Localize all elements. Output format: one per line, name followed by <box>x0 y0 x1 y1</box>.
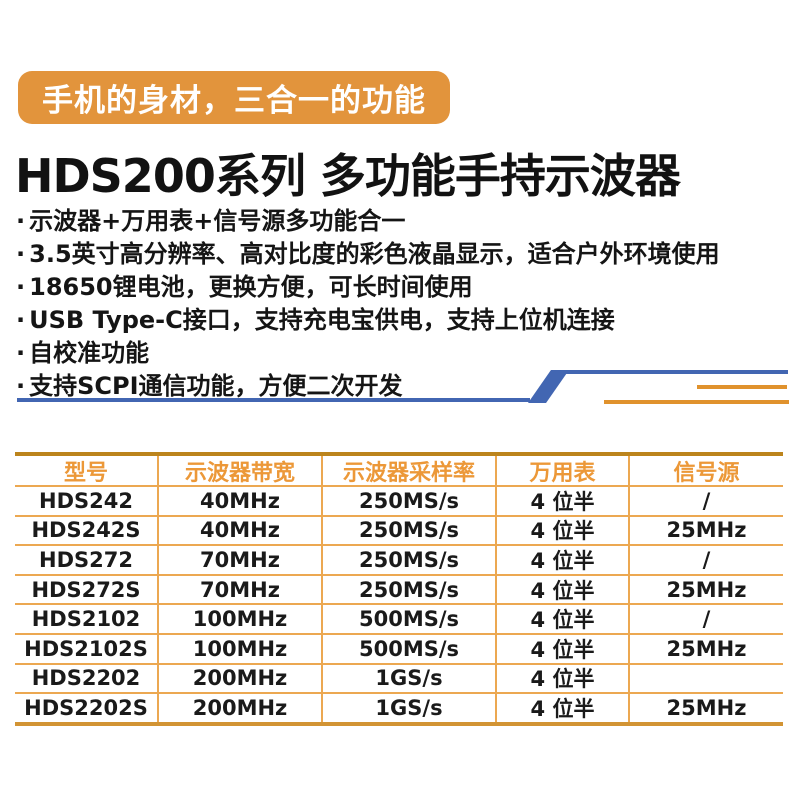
table-cell-bandwidth: 200MHz <box>159 694 323 722</box>
table-cell-sample-rate: 1GS/s <box>323 664 497 693</box>
feature-item: · 支持SCPI通信功能，方便二次开发 <box>16 370 720 403</box>
table-cell-multimeter: 4 位半 <box>497 634 630 663</box>
feature-item: · 示波器+万用表+信号源多功能合一 <box>16 205 720 238</box>
column-header-model: 型号 <box>15 456 159 485</box>
table-cell-signal-source: 25MHz <box>666 695 747 720</box>
table-cell-bandwidth: 200MHz <box>159 664 323 693</box>
table-cell-model: HDS2102S <box>15 634 159 663</box>
table-cell-model: HDS2102 <box>15 605 159 633</box>
feature-item: · 自校准功能 <box>16 337 720 370</box>
table-cell-model: HDS272 <box>15 546 159 574</box>
feature-text: 示波器+万用表+信号源多功能合一 <box>29 207 406 235</box>
table-cell-multimeter: 4 位半 <box>497 516 630 545</box>
bullet-icon: · <box>16 273 26 301</box>
table-cell-bandwidth: 40MHz <box>159 487 323 515</box>
table-row: HDS2102 100MHz 500MS/s 4 位半 / <box>15 603 783 633</box>
table-cell-bandwidth: 70MHz <box>159 546 323 574</box>
table-cell-multimeter: 4 位半 <box>497 694 630 722</box>
bullet-icon: · <box>16 207 26 235</box>
table-cell-sample-rate: 250MS/s <box>323 546 497 574</box>
table-cell-model: HDS242S <box>15 516 159 545</box>
spec-table: 型号 示波器带宽 示波器采样率 万用表 信号源 HDS242 40MHz 250… <box>15 452 783 726</box>
table-cell-signal-source: / <box>702 547 711 572</box>
table-cell-bandwidth: 100MHz <box>159 605 323 633</box>
table-cell-sample-rate: 500MS/s <box>323 605 497 633</box>
column-header-bandwidth: 示波器带宽 <box>159 456 323 485</box>
bullet-icon: · <box>16 372 26 400</box>
decor-blue-line-right <box>566 370 788 374</box>
feature-item: · 18650锂电池，更换方便，可长时间使用 <box>16 271 720 304</box>
column-header-multimeter: 万用表 <box>497 456 630 485</box>
feature-item: · USB Type-C接口，支持充电宝供电，支持上位机连接 <box>16 304 720 337</box>
table-header-row: 型号 示波器带宽 示波器采样率 万用表 信号源 <box>15 456 783 485</box>
table-cell-multimeter: 4 位半 <box>497 605 630 633</box>
table-cell-bandwidth: 70MHz <box>159 575 323 604</box>
table-row: HDS2202S 200MHz 1GS/s 4 位半 25MHz <box>15 692 783 722</box>
feature-text: USB Type-C接口，支持充电宝供电，支持上位机连接 <box>29 306 615 334</box>
table-cell-multimeter: 4 位半 <box>497 664 630 693</box>
bullet-icon: · <box>16 306 26 334</box>
bullet-icon: · <box>16 240 26 268</box>
table-cell-sample-rate: 250MS/s <box>323 516 497 545</box>
table-cell-signal-source: 25MHz <box>666 636 747 661</box>
page-title: HDS200系列 多功能手持示波器 <box>15 149 681 203</box>
tagline-text: 手机的身材，三合一的功能 <box>42 83 426 119</box>
table-cell-model: HDS272S <box>15 575 159 604</box>
feature-text: 自校准功能 <box>29 339 150 367</box>
table-cell-signal-source: 25MHz <box>666 518 747 543</box>
feature-text: 18650锂电池，更换方便，可长时间使用 <box>29 273 473 301</box>
table-cell-sample-rate: 1GS/s <box>323 694 497 722</box>
table-cell-multimeter: 4 位半 <box>497 487 630 515</box>
table-cell-signal-source <box>630 665 783 693</box>
table-cell-sample-rate: 250MS/s <box>323 487 497 515</box>
decor-blue-line-left <box>17 398 530 402</box>
decor-orange-line-bottom <box>604 400 789 404</box>
table-cell-model: HDS242 <box>15 487 159 515</box>
table-row: HDS2202 200MHz 1GS/s 4 位半 <box>15 662 783 693</box>
table-row: HDS242S 40MHz 250MS/s 4 位半 25MHz <box>15 514 783 545</box>
product-tagline-badge: 手机的身材，三合一的功能 <box>18 71 450 124</box>
table-cell-signal-source: / <box>702 607 711 632</box>
column-header-signal-source: 信号源 <box>673 460 740 486</box>
table-row: HDS272 70MHz 250MS/s 4 位半 / <box>15 544 783 574</box>
table-cell-signal-source: 25MHz <box>666 577 747 602</box>
table-cell-bandwidth: 40MHz <box>159 516 323 545</box>
column-header-sample-rate: 示波器采样率 <box>323 456 497 485</box>
decor-orange-line-top <box>697 385 787 389</box>
table-cell-model: HDS2202S <box>15 694 159 722</box>
feature-text: 3.5英寸高分辨率、高对比度的彩色液晶显示，适合户外环境使用 <box>29 240 720 268</box>
table-cell-sample-rate: 500MS/s <box>323 634 497 663</box>
table-cell-bandwidth: 100MHz <box>159 634 323 663</box>
table-cell-sample-rate: 250MS/s <box>323 575 497 604</box>
table-cell-multimeter: 4 位半 <box>497 546 630 574</box>
table-cell-multimeter: 4 位半 <box>497 575 630 604</box>
table-row: HDS272S 70MHz 250MS/s 4 位半 25MHz <box>15 573 783 604</box>
bullet-icon: · <box>16 339 26 367</box>
table-row: HDS2102S 100MHz 500MS/s 4 位半 25MHz <box>15 632 783 663</box>
feature-item: · 3.5英寸高分辨率、高对比度的彩色液晶显示，适合户外环境使用 <box>16 238 720 271</box>
table-cell-signal-source: / <box>702 488 711 513</box>
feature-list: · 示波器+万用表+信号源多功能合一 · 3.5英寸高分辨率、高对比度的彩色液晶显示… <box>16 205 720 403</box>
feature-text: 支持SCPI通信功能，方便二次开发 <box>29 372 403 400</box>
table-row: HDS242 40MHz 250MS/s 4 位半 / <box>15 485 783 515</box>
table-cell-model: HDS2202 <box>15 664 159 693</box>
